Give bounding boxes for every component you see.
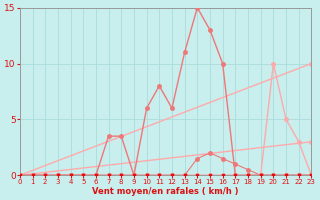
X-axis label: Vent moyen/en rafales ( km/h ): Vent moyen/en rafales ( km/h ) (92, 187, 239, 196)
